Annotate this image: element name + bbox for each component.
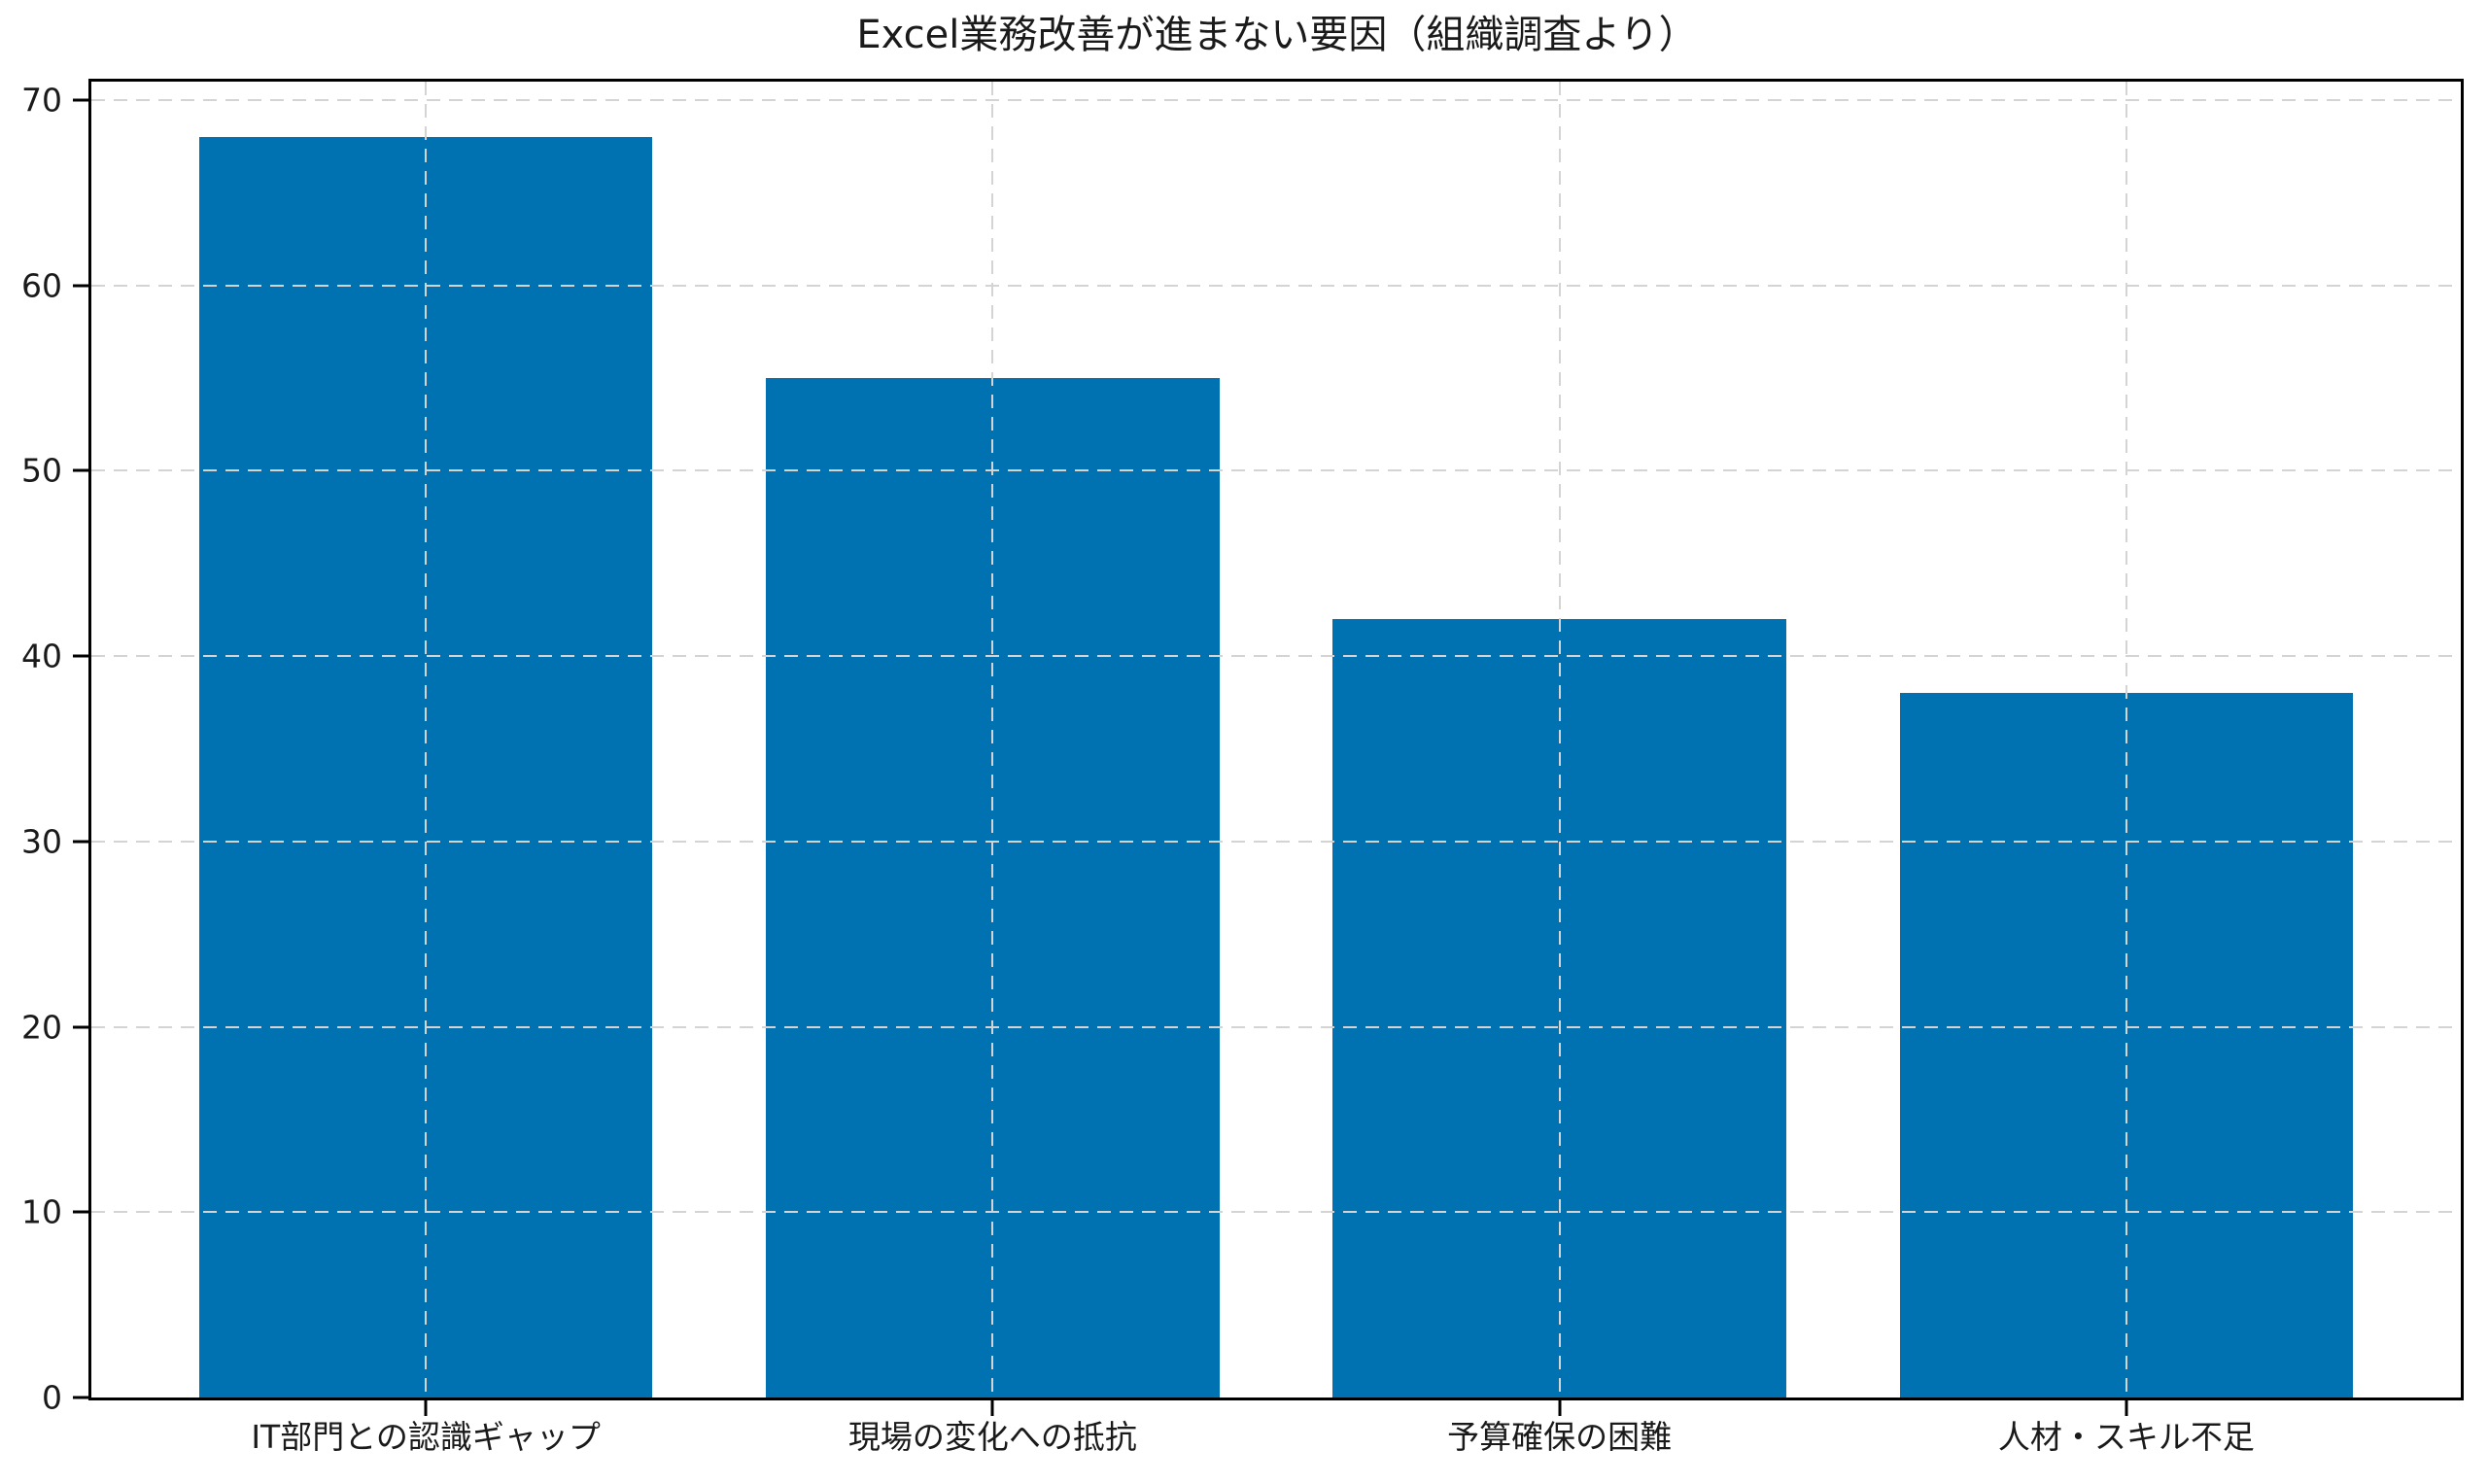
- y-tick-label: 40: [21, 637, 62, 675]
- h-gridline: [91, 284, 2461, 287]
- y-tick-mark: [73, 1025, 91, 1029]
- h-gridline: [91, 1211, 2461, 1214]
- x-tick-label: 予算確保の困難: [1447, 1418, 1673, 1456]
- h-gridline: [91, 1025, 2461, 1028]
- chart-title: Excel業務改善が進まない要因（組織調査より）: [856, 13, 1698, 57]
- x-tick-label: IT部門との認識ギャップ: [251, 1418, 601, 1456]
- x-tick-mark: [1558, 1400, 1562, 1416]
- x-tick-mark: [2125, 1400, 2128, 1416]
- v-gridline: [991, 82, 994, 1398]
- y-tick-label: 0: [42, 1378, 62, 1417]
- h-gridline: [91, 840, 2461, 843]
- x-tick-label: 人材・スキル不足: [1997, 1418, 2255, 1456]
- y-tick-mark: [73, 468, 91, 472]
- y-tick-label: 60: [21, 266, 62, 305]
- x-tick-mark: [990, 1400, 994, 1416]
- y-tick-mark: [73, 840, 91, 844]
- h-gridline: [91, 99, 2461, 102]
- v-gridline: [425, 82, 428, 1398]
- h-gridline: [91, 655, 2461, 658]
- v-gridline: [1558, 82, 1561, 1398]
- y-tick-mark: [73, 284, 91, 288]
- x-tick-label: 現場の変化への抵抗: [847, 1418, 1137, 1456]
- v-gridline: [2125, 82, 2127, 1398]
- y-tick-mark: [73, 1396, 91, 1399]
- y-tick-mark: [73, 1210, 91, 1214]
- y-tick-label: 50: [21, 451, 62, 490]
- h-gridline: [91, 469, 2461, 472]
- y-tick-label: 70: [21, 81, 62, 120]
- y-tick-mark: [73, 654, 91, 658]
- x-tick-mark: [424, 1400, 428, 1416]
- plot-area: 0 10 20 30 40 50 60 70 IT部門との認識ギャップ 現場の変化への抵抗 予算確保…: [21, 79, 2464, 1453]
- y-tick-mark: [73, 98, 91, 102]
- y-tick-label: 20: [21, 1008, 62, 1047]
- y-tick-label: 10: [21, 1192, 62, 1231]
- y-tick-label: 30: [21, 822, 62, 861]
